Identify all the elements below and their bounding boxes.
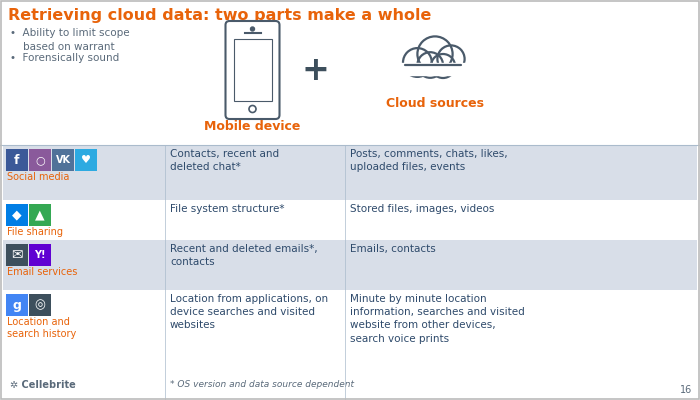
Text: ✉: ✉ bbox=[11, 248, 23, 262]
Text: Recent and deleted emails*,
contacts: Recent and deleted emails*, contacts bbox=[170, 244, 318, 267]
Text: Emails, contacts: Emails, contacts bbox=[350, 244, 435, 254]
Text: * OS version and data source dependent: * OS version and data source dependent bbox=[170, 380, 354, 389]
Text: Location and
search history: Location and search history bbox=[7, 317, 76, 339]
Text: Mobile device: Mobile device bbox=[204, 120, 301, 133]
Circle shape bbox=[438, 45, 465, 73]
FancyBboxPatch shape bbox=[6, 204, 28, 226]
Text: ▲: ▲ bbox=[35, 208, 45, 222]
Text: ◎: ◎ bbox=[34, 298, 46, 312]
FancyBboxPatch shape bbox=[29, 294, 51, 316]
Text: Minute by minute location
information, searches and visited
website from other d: Minute by minute location information, s… bbox=[350, 294, 525, 344]
FancyBboxPatch shape bbox=[6, 149, 28, 171]
Text: Email services: Email services bbox=[7, 267, 78, 277]
FancyBboxPatch shape bbox=[29, 204, 51, 226]
Text: Social media: Social media bbox=[7, 172, 69, 182]
Text: 16: 16 bbox=[680, 385, 692, 395]
Text: ○: ○ bbox=[35, 155, 45, 165]
Text: +: + bbox=[301, 54, 329, 86]
Text: Contacts, recent and
deleted chat*: Contacts, recent and deleted chat* bbox=[170, 149, 279, 172]
Text: ◆: ◆ bbox=[12, 208, 22, 222]
Text: ♥: ♥ bbox=[81, 155, 91, 165]
Circle shape bbox=[417, 36, 453, 72]
Circle shape bbox=[403, 48, 432, 77]
FancyBboxPatch shape bbox=[52, 149, 74, 171]
Bar bbox=[3, 145, 697, 200]
FancyBboxPatch shape bbox=[234, 39, 272, 101]
FancyBboxPatch shape bbox=[75, 149, 97, 171]
FancyBboxPatch shape bbox=[29, 244, 51, 266]
Text: Stored files, images, videos: Stored files, images, videos bbox=[350, 204, 494, 214]
Text: Retrieving cloud data: two parts make a whole: Retrieving cloud data: two parts make a … bbox=[8, 8, 431, 23]
FancyBboxPatch shape bbox=[6, 294, 28, 316]
FancyBboxPatch shape bbox=[6, 244, 28, 266]
Text: Cloud sources: Cloud sources bbox=[386, 97, 484, 110]
Text: Y!: Y! bbox=[34, 250, 46, 260]
Text: File system structure*: File system structure* bbox=[170, 204, 284, 214]
Bar bbox=[3, 240, 697, 290]
FancyBboxPatch shape bbox=[29, 149, 51, 171]
Circle shape bbox=[251, 27, 255, 31]
Text: g: g bbox=[13, 298, 22, 312]
Text: File sharing: File sharing bbox=[7, 227, 63, 237]
Text: ✲ Cellebrite: ✲ Cellebrite bbox=[10, 380, 76, 390]
Text: Location from applications, on
device searches and visited
websites: Location from applications, on device se… bbox=[170, 294, 328, 330]
Bar bbox=[3, 375, 697, 400]
Bar bbox=[3, 290, 697, 375]
Text: f: f bbox=[14, 154, 20, 166]
Text: Posts, comments, chats, likes,
uploaded files, events: Posts, comments, chats, likes, uploaded … bbox=[350, 149, 508, 172]
Text: VK: VK bbox=[55, 155, 71, 165]
Circle shape bbox=[431, 54, 455, 78]
Bar bbox=[3, 200, 697, 240]
Bar bbox=[399, 62, 471, 75]
Text: •  Forensically sound: • Forensically sound bbox=[10, 53, 119, 63]
Circle shape bbox=[417, 52, 443, 78]
Text: •  Ability to limit scope
    based on warrant: • Ability to limit scope based on warran… bbox=[10, 28, 130, 52]
FancyBboxPatch shape bbox=[225, 21, 279, 119]
